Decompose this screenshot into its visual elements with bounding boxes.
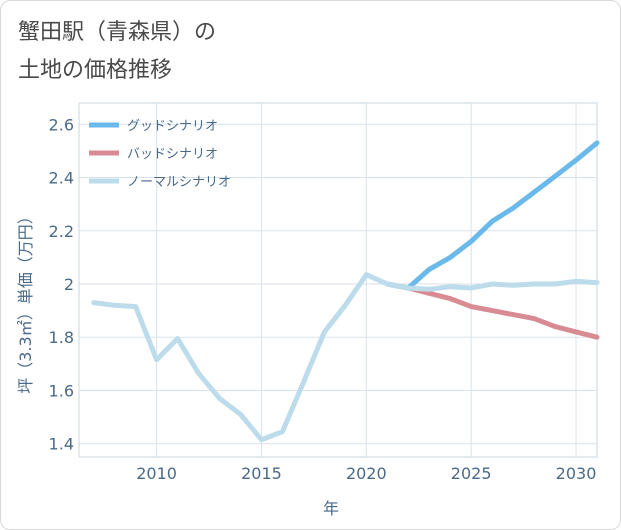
- y-tick-label-3: 2: [64, 275, 74, 294]
- legend-label-2: ノーマルシナリオ: [127, 175, 231, 190]
- y-axis-label: 坪（3.3㎡）単価（万円）: [16, 208, 35, 393]
- x-axis-label: 年: [323, 499, 339, 518]
- y-tick-label-4: 2.2: [49, 222, 74, 241]
- series-line-0: [384, 140, 600, 291]
- x-tick-label-2020: 2020: [346, 464, 387, 483]
- tick-labels: 2010 2015 2020 2025 2030 1.4 1.6 1.8 2 2.2 2.4 2.6: [49, 115, 597, 483]
- x-tick-label-2025: 2025: [451, 464, 492, 483]
- y-tick-label-0: 1.4: [49, 435, 74, 454]
- x-tick-label-2015: 2015: [241, 464, 282, 483]
- legend-label-0: グッドシナリオ: [127, 119, 218, 134]
- y-tick-label-1: 1.6: [49, 381, 74, 400]
- y-tick-label-5: 2.4: [49, 169, 74, 188]
- legend-label-1: バッドシナリオ: [127, 147, 218, 162]
- grid-lines: [78, 102, 598, 458]
- x-tick-label-2010: 2010: [136, 464, 177, 483]
- series-line-1: [384, 281, 600, 340]
- y-tick-label-2: 1.8: [49, 328, 74, 347]
- y-tick-label-6: 2.6: [49, 115, 74, 134]
- series-lines: [91, 140, 600, 443]
- plot-frame: [78, 102, 598, 458]
- x-tick-label-2030: 2030: [556, 464, 597, 483]
- series-line-2: [91, 272, 600, 443]
- chart-title: 蟹田駅（青森県）の 土地の価格推移: [18, 20, 217, 83]
